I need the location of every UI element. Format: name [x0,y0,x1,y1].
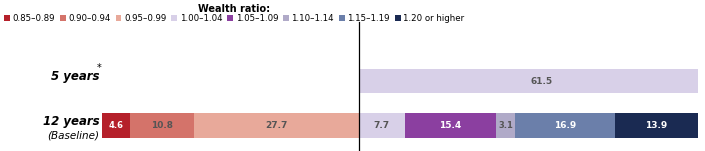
Text: *: * [97,63,102,73]
Text: 4.6: 4.6 [109,121,123,130]
Text: 7.7: 7.7 [374,121,390,130]
Text: 5 years: 5 years [51,70,99,83]
Bar [496,113,515,138]
Text: 10.8: 10.8 [151,121,173,130]
Bar [515,113,615,138]
Bar [615,113,698,138]
Text: 12 years: 12 years [42,115,99,128]
Bar [102,113,130,138]
Text: 3.1: 3.1 [498,121,513,130]
Text: 16.9: 16.9 [554,121,576,130]
Text: 61.5: 61.5 [531,77,553,86]
Bar [359,69,705,93]
Text: (Baseline): (Baseline) [47,131,99,141]
Text: 27.7: 27.7 [265,121,288,130]
Bar [359,113,405,138]
Legend: 0.85–0.89, 0.90–0.94, 0.95–0.99, 1.00–1.04, 1.05–1.09, 1.10–1.14, 1.15–1.19, 1.2: 0.85–0.89, 0.90–0.94, 0.95–0.99, 1.00–1.… [4,4,465,23]
Bar [405,113,496,138]
Text: 15.4: 15.4 [439,121,462,130]
Bar [130,113,194,138]
Bar [194,113,359,138]
Text: 13.9: 13.9 [646,121,668,130]
